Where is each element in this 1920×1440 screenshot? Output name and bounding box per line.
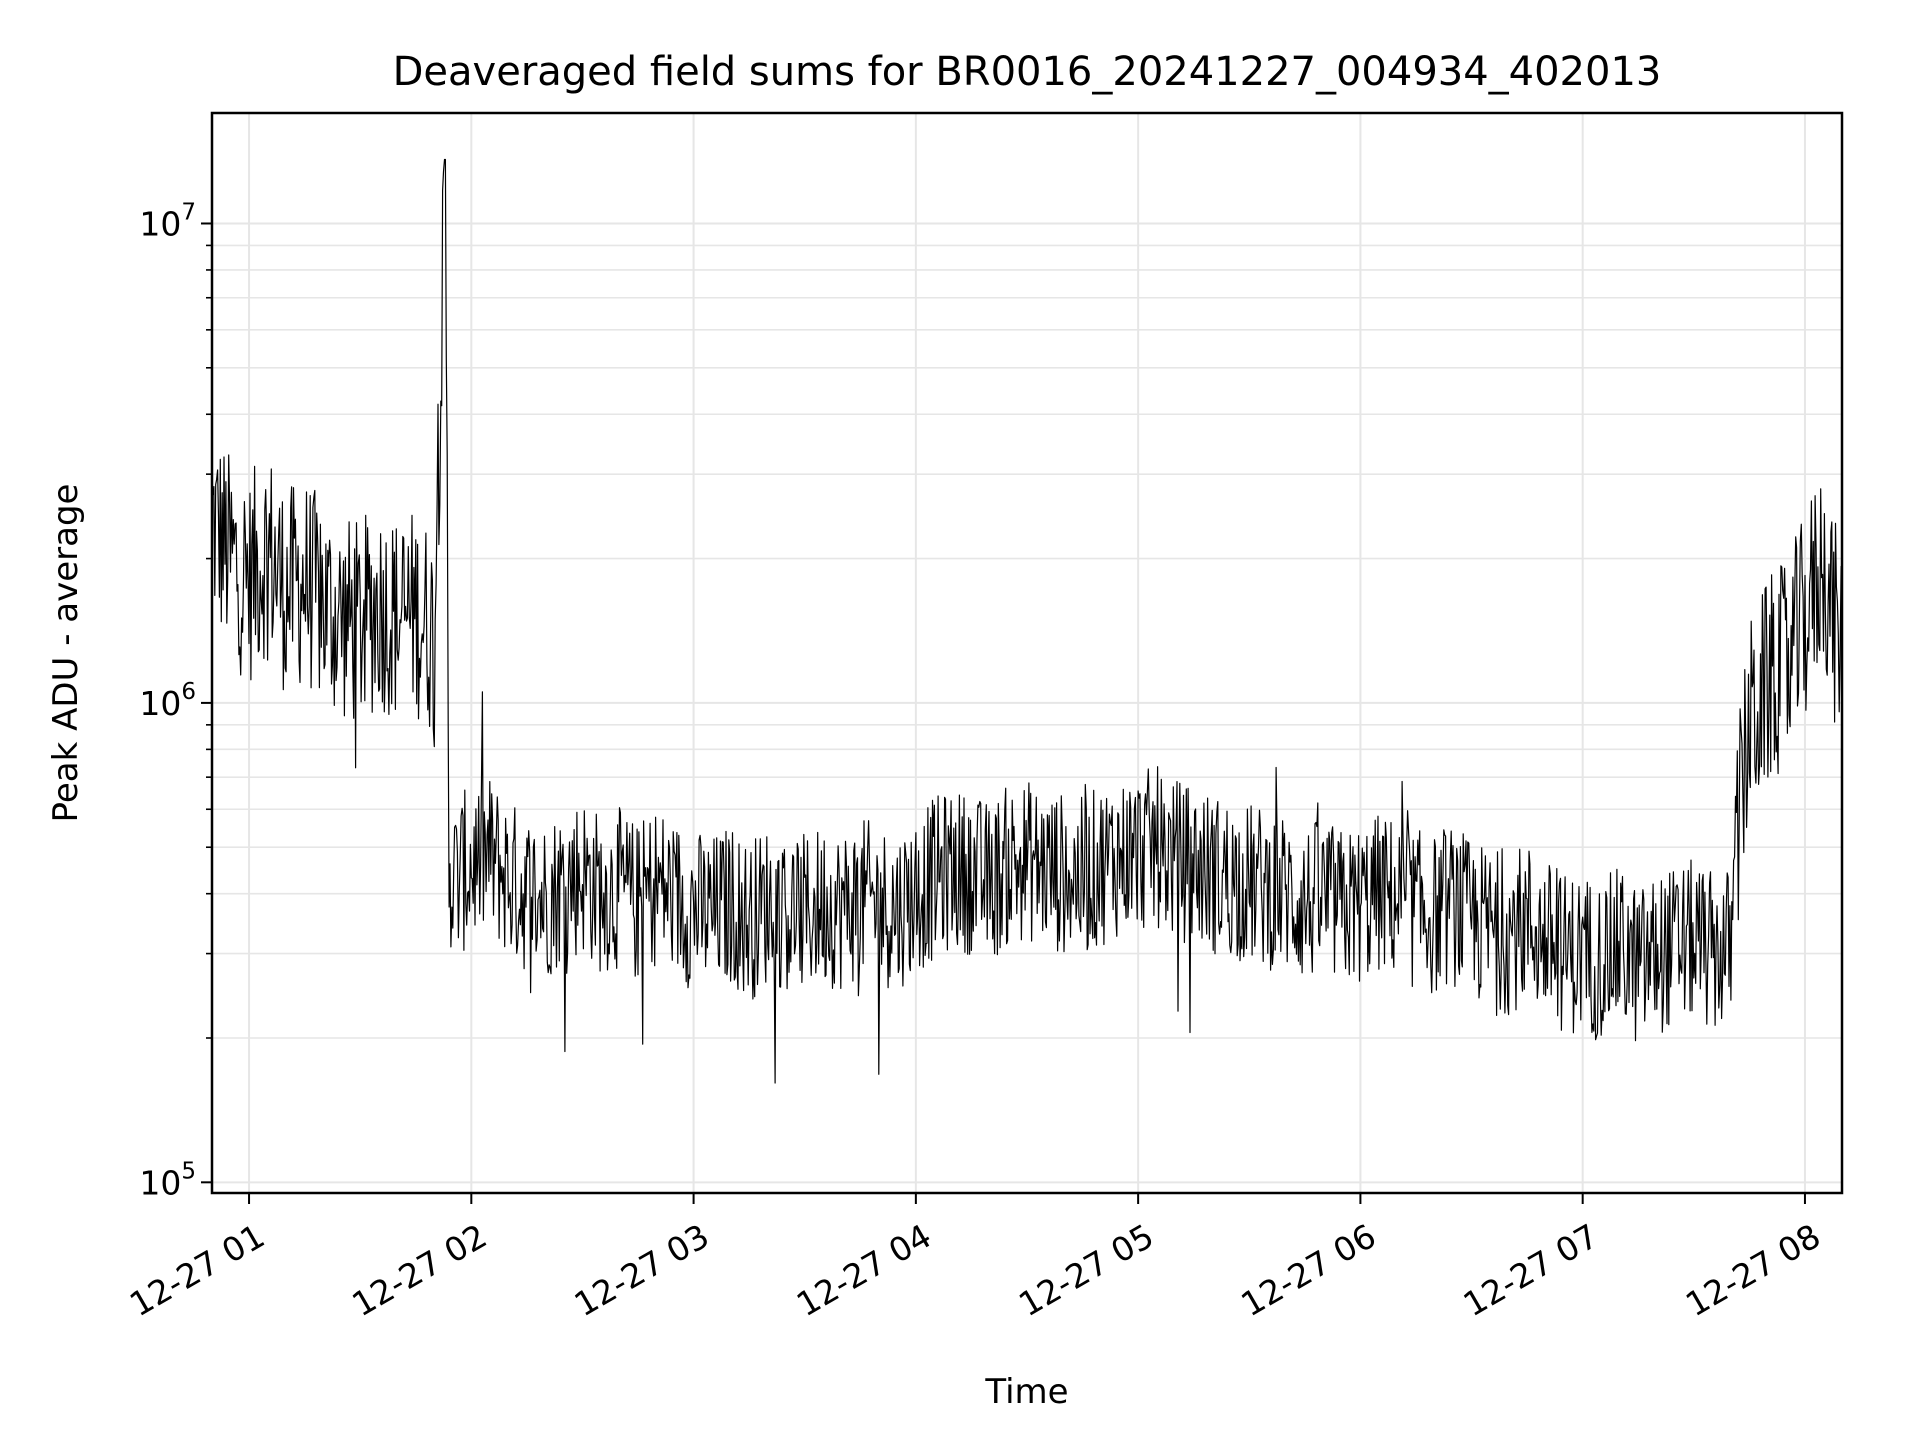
plot-frame (210, 111, 1844, 1195)
y-tick-label: 107 (139, 199, 196, 243)
x-tick-label: 12-27 02 (345, 1216, 493, 1324)
x-tick-label: 12-27 05 (1012, 1216, 1160, 1324)
y-tick-label: 105 (139, 1158, 196, 1202)
grid (212, 113, 1842, 1193)
chart-title: Deaveraged field sums for BR0016_2024122… (393, 49, 1662, 95)
x-axis-label: Time (984, 1372, 1068, 1412)
x-tick-label: 12-27 04 (790, 1216, 938, 1324)
x-axis: 12-27 01 12-27 02 12-27 03 12-27 04 12-27 05… (123, 1193, 1827, 1324)
y-tick-label: 106 (139, 679, 196, 723)
y-tick-exponent: 7 (181, 199, 196, 225)
y-tick-exponent: 5 (181, 1158, 196, 1184)
x-tick-label: 12-27 01 (123, 1216, 271, 1324)
x-tick-label: 12-27 03 (568, 1216, 716, 1324)
x-tick-label: 12-27 07 (1457, 1216, 1605, 1324)
y-tick-exponent: 6 (181, 679, 196, 705)
x-tick-label: 12-27 06 (1234, 1216, 1382, 1324)
y-axis-label: Peak ADU - average (46, 484, 86, 823)
plot-series (211, 158, 1843, 1084)
y-axis: 105 106 107 (139, 199, 212, 1202)
x-tick-label: 12-27 08 (1679, 1216, 1827, 1324)
series-line (211, 158, 1843, 1084)
